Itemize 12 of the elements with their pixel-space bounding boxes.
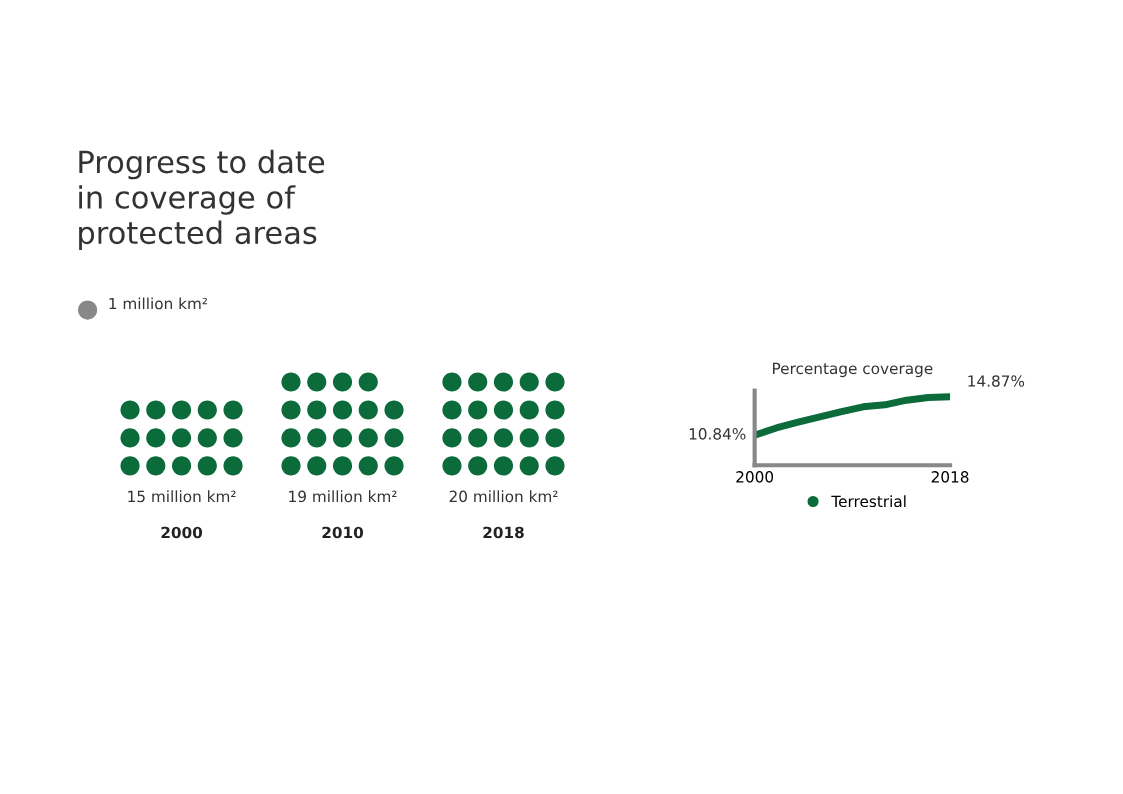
data-label: 19 million km² (289, 490, 397, 503)
data-label: 14.87% (968, 375, 1025, 387)
data-label: 10.84% (689, 428, 746, 440)
category-label: 2010 (322, 526, 364, 539)
text: Progress to date in coverage of protected areas (79, 149, 325, 251)
chart-title: Percentage coverage (773, 362, 933, 378)
data-label: 20 million km² (449, 490, 558, 503)
data-label: 15 million km² (128, 490, 236, 503)
legend-label: Terrestrial (831, 495, 906, 508)
category-label: 2000 (161, 526, 203, 539)
category-label: 2018 (483, 526, 524, 539)
text: 1 million km² (109, 297, 208, 310)
